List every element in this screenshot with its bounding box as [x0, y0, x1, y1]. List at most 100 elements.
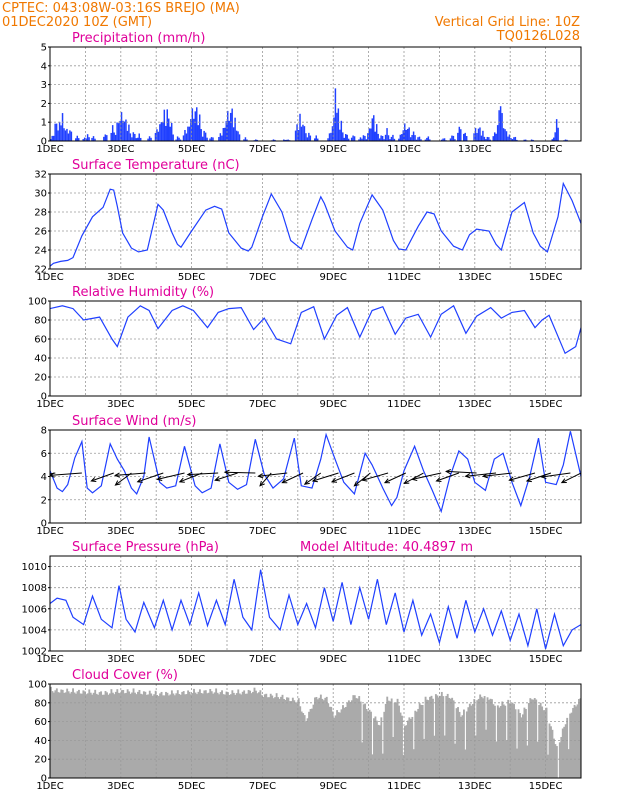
x-tick-label: 3DEC — [107, 654, 134, 665]
cloud-bar — [566, 717, 569, 778]
cloud-bar — [83, 691, 86, 778]
cloud-bar — [507, 699, 510, 778]
cloud-bar — [272, 698, 275, 778]
cloud-bar — [196, 694, 198, 778]
precip-bar — [137, 137, 139, 141]
cloud-bar — [179, 694, 182, 778]
cloud-bar — [465, 711, 468, 778]
cloud-bar — [207, 692, 210, 778]
x-tick-label: 15DEC — [529, 399, 563, 410]
precip-bar — [160, 122, 163, 141]
cloud-bar — [427, 700, 430, 778]
cloud-bar — [390, 698, 393, 778]
wind-vector — [561, 472, 581, 484]
cloud-bar — [451, 697, 454, 778]
precip-bar — [119, 120, 121, 141]
precip-bar — [286, 139, 288, 141]
cloud-bar — [498, 707, 501, 778]
cloud-bar — [467, 707, 470, 778]
cloud-bar — [343, 707, 346, 778]
precip-bar — [532, 139, 534, 141]
wind-vector-head — [27, 475, 32, 479]
cloud-bar — [526, 745, 529, 778]
wind-vector — [304, 472, 322, 485]
precip-bar — [345, 134, 347, 141]
temperature-line — [50, 181, 581, 267]
precip-bar — [498, 110, 500, 141]
cloud-bar — [383, 711, 386, 778]
x-tick-label: 1DEC — [36, 781, 63, 792]
cloud-bar — [513, 704, 516, 778]
x-tick-label: 7DEC — [249, 399, 276, 410]
precip-bar — [392, 134, 394, 141]
cloud-bar — [432, 698, 434, 778]
x-tick-label: 1DEC — [36, 654, 63, 665]
precip-bar — [477, 128, 480, 141]
cloud-bar — [519, 712, 521, 778]
cloud-bar — [342, 705, 344, 778]
wind-vector — [331, 472, 355, 483]
cloud-bar — [412, 749, 415, 778]
cloud-bar — [114, 691, 117, 778]
cloud-bar — [55, 688, 58, 778]
precip-bar — [135, 138, 138, 141]
cloud-bar — [370, 711, 372, 778]
wind-vector-head — [508, 476, 515, 482]
cloud-bar — [88, 689, 91, 778]
cloud-bar — [94, 689, 97, 778]
cloud-bar — [488, 699, 490, 778]
cloud-bar — [367, 711, 369, 778]
precip-bar — [297, 130, 300, 141]
precip-bar — [398, 138, 400, 141]
cloud-bar — [529, 698, 532, 778]
humidity-title: Relative Humidity (%) — [72, 285, 214, 300]
cloud-bar — [224, 694, 226, 778]
x-tick-label: 11DEC — [387, 654, 421, 665]
cloud-bar — [51, 691, 54, 778]
precip-bar — [235, 130, 238, 141]
cloud-bar — [277, 697, 280, 778]
cloud-bar — [182, 691, 185, 778]
cloud-bar — [76, 691, 79, 778]
cloud-bar — [275, 693, 278, 778]
precip-bar — [495, 133, 497, 141]
precip-bar — [154, 132, 157, 141]
precipitation-plot-area — [50, 47, 581, 141]
wind-vector-head — [156, 475, 163, 481]
precip-bar — [504, 129, 506, 141]
header-model: TQ0126L028 — [496, 29, 580, 44]
cloud-bar — [461, 715, 464, 778]
panel-pressure: 1002 1004 1006 1008 1010 1DEC 3DEC 5DEC 7DEC 9DEC… — [22, 540, 582, 665]
precip-bar — [244, 137, 247, 141]
y-tick-label: 1010 — [22, 562, 47, 573]
wind-vector — [465, 472, 497, 477]
cloud-bar — [575, 706, 577, 778]
precip-bar — [165, 125, 167, 141]
x-tick-label: 9DEC — [320, 781, 347, 792]
x-tick-label: 9DEC — [320, 144, 347, 155]
x-tick-label: 3DEC — [107, 272, 134, 283]
y-tick-label: 1006 — [22, 604, 47, 615]
humidity-line — [50, 304, 581, 355]
cloud-bar — [244, 693, 247, 778]
cloud-bar — [492, 704, 495, 778]
precip-bar — [443, 138, 446, 141]
precip-bar — [308, 132, 310, 141]
cloud-bar — [271, 695, 274, 778]
precip-bar — [452, 135, 455, 141]
cloud-bar — [213, 692, 216, 778]
precip-bar — [412, 131, 415, 141]
cloud-bar — [204, 690, 207, 778]
cloud-bar — [493, 705, 496, 778]
cloud-bar — [381, 753, 384, 778]
x-tick-label: 3DEC — [107, 144, 134, 155]
cloud-bar — [486, 697, 489, 778]
precip-bar — [505, 131, 508, 141]
cloud-bar — [439, 695, 442, 778]
wind-vector — [282, 472, 304, 484]
wind-vector-head — [383, 478, 390, 484]
cloud-bar — [315, 696, 318, 778]
cloud-bar — [58, 692, 61, 778]
cloud-bar — [247, 689, 250, 778]
cloud-bar — [463, 709, 465, 778]
